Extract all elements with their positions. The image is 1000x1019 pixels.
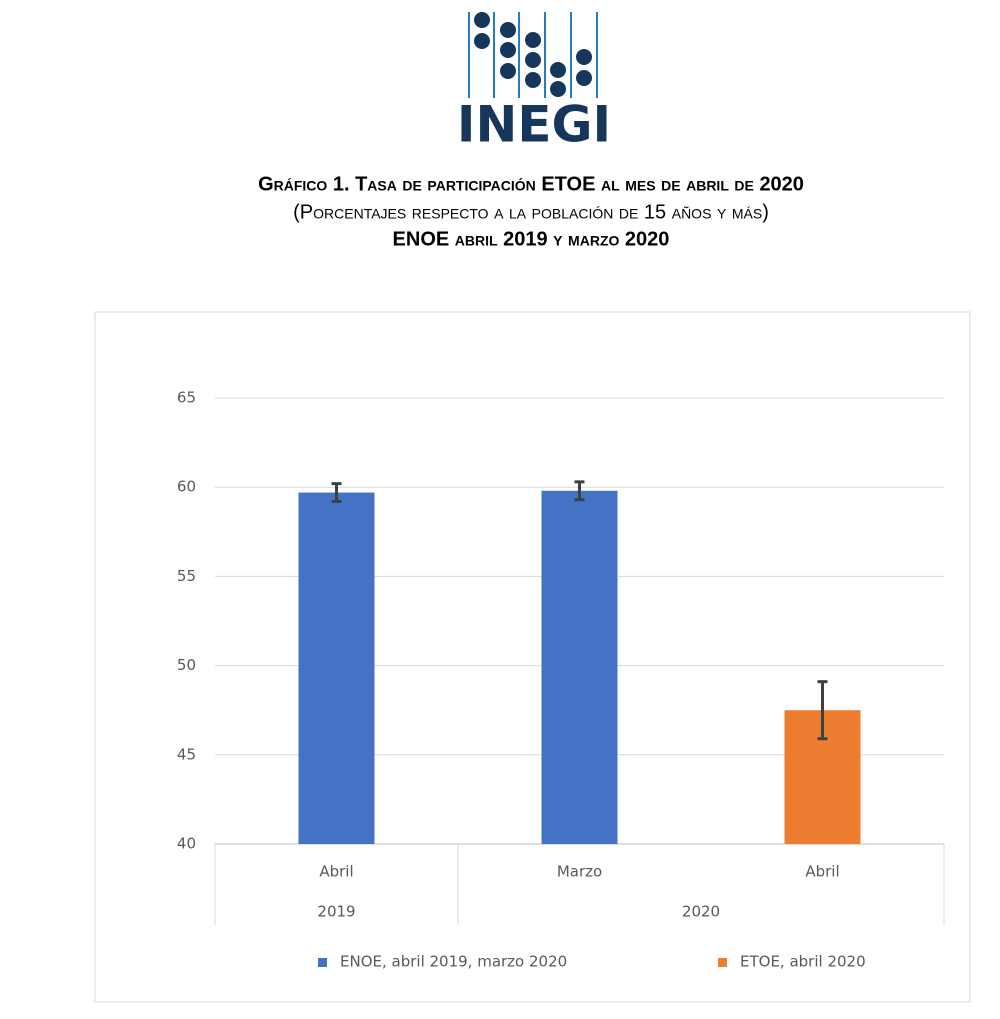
x-tick-label: Abril bbox=[805, 863, 839, 881]
logo-text: INEGI bbox=[457, 96, 611, 154]
y-tick-label: 55 bbox=[177, 567, 196, 585]
legend-swatch bbox=[718, 958, 727, 967]
group-label: 2020 bbox=[682, 903, 720, 921]
legend-label: ETOE, abril 2020 bbox=[740, 953, 866, 971]
bar bbox=[541, 490, 618, 844]
logo bbox=[468, 12, 598, 98]
y-tick-label: 65 bbox=[177, 389, 196, 407]
bar bbox=[298, 492, 375, 844]
y-tick-label: 40 bbox=[177, 835, 196, 853]
legend-swatch bbox=[318, 958, 327, 967]
title: Gráfico 1. Tasa de participación ETOE al… bbox=[258, 173, 804, 195]
group-label: 2019 bbox=[317, 903, 355, 921]
y-tick-label: 45 bbox=[177, 745, 196, 763]
x-tick-label: Abril bbox=[319, 863, 353, 881]
subtitle: (Porcentajes respecto a la población de … bbox=[293, 201, 769, 223]
legend-label: ENOE, abril 2019, marzo 2020 bbox=[340, 953, 567, 971]
chart-frame bbox=[94, 311, 971, 1003]
x-tick-label: Marzo bbox=[557, 863, 602, 881]
logo-dots bbox=[474, 12, 592, 97]
note: ENOE abril 2019 y marzo 2020 bbox=[393, 228, 670, 250]
y-tick-label: 50 bbox=[177, 656, 196, 674]
y-tick-label: 60 bbox=[177, 478, 196, 496]
